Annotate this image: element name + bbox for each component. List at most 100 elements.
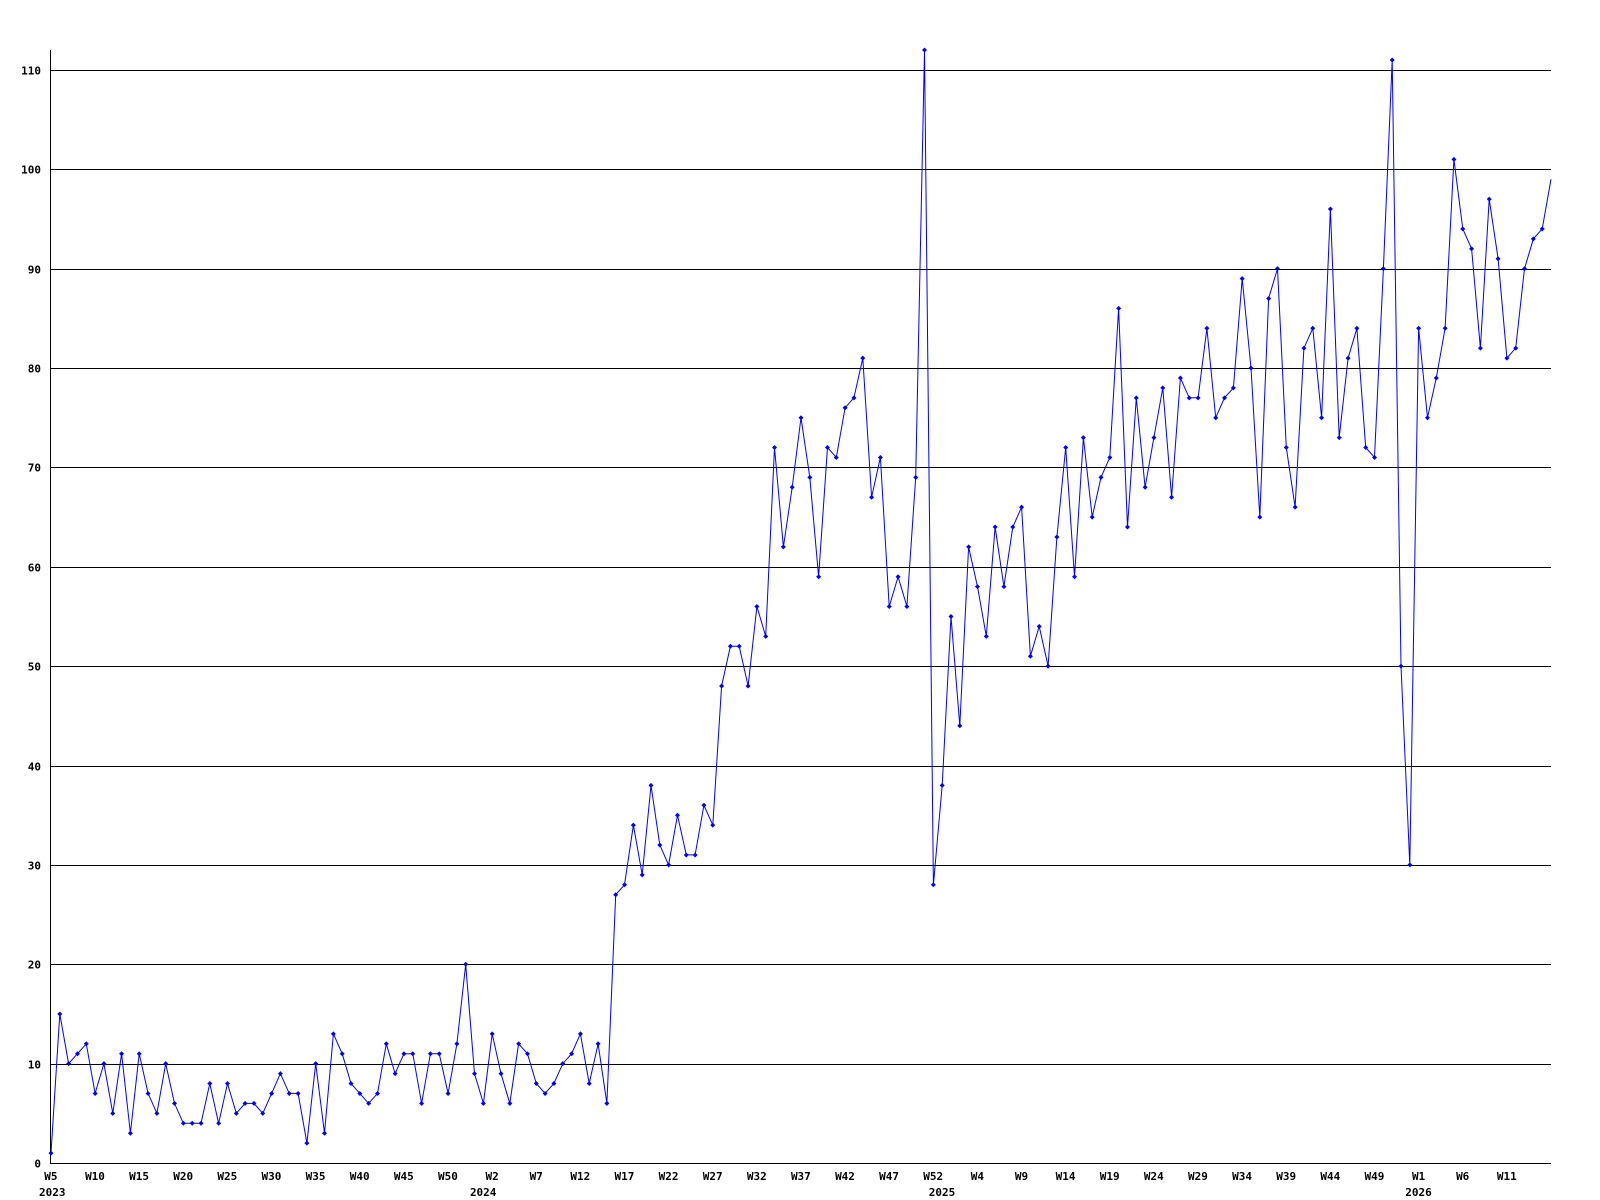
data-point-marker — [498, 1071, 504, 1077]
data-point-marker — [992, 524, 998, 530]
data-point-marker — [648, 782, 654, 788]
data-point-marker — [1177, 375, 1183, 381]
data-point-marker — [948, 613, 954, 619]
data-point-marker — [1530, 236, 1536, 242]
data-point-marker — [842, 405, 848, 411]
data-point-marker — [569, 1051, 575, 1057]
data-point-marker — [154, 1110, 160, 1116]
data-point-marker — [1169, 494, 1175, 500]
x-tick-label: W34 — [1232, 1170, 1252, 1183]
data-point-marker — [313, 1061, 319, 1067]
x-tick-label: W47 — [879, 1170, 899, 1183]
data-point-marker — [789, 484, 795, 490]
data-point-marker — [119, 1051, 125, 1057]
data-point-marker — [1230, 385, 1236, 391]
data-point-marker — [1301, 345, 1307, 351]
data-point-marker — [1186, 395, 1192, 401]
data-point-marker — [286, 1090, 292, 1096]
data-point-marker — [1124, 524, 1130, 530]
y-tick-label: 0 — [34, 1158, 41, 1171]
data-point-marker — [604, 1100, 610, 1106]
y-tick-label: 80 — [28, 363, 41, 376]
data-point-marker — [1019, 504, 1025, 510]
data-point-marker — [824, 445, 830, 450]
x-year-label: 2023 — [39, 1186, 66, 1199]
x-axis-ticks: W5 W10 W15 W20 W25 W30 W35 W40 W45 W50 W2 W7 W12 W17 W… — [44, 1170, 1517, 1183]
x-axis-year-labels: 2023 2024 2025 2026 — [39, 1186, 1432, 1199]
x-tick-label: W7 — [530, 1170, 543, 1183]
data-point-marker — [454, 1041, 460, 1047]
data-point-marker — [1213, 415, 1219, 421]
x-tick-label: W1 — [1412, 1170, 1426, 1183]
data-point-marker — [189, 1120, 195, 1126]
y-tick-label: 20 — [28, 959, 41, 972]
data-point-marker — [763, 633, 769, 639]
x-tick-label: W32 — [747, 1170, 767, 1183]
data-point-marker — [374, 1090, 380, 1096]
data-point-marker — [1107, 454, 1113, 460]
data-point-marker — [101, 1061, 107, 1067]
data-point-marker — [807, 474, 813, 480]
data-point-marker — [1072, 574, 1078, 580]
y-tick-label: 50 — [28, 661, 41, 674]
data-point-marker — [560, 1061, 566, 1067]
x-tick-label: W50 — [438, 1170, 458, 1183]
x-tick-label: W22 — [659, 1170, 679, 1183]
y-tick-label: 40 — [28, 761, 41, 774]
x-year-label: 2024 — [470, 1186, 497, 1199]
data-point-marker — [1266, 295, 1272, 301]
data-point-marker — [895, 574, 901, 580]
gridlines — [50, 70, 1551, 1065]
data-point-marker — [886, 604, 892, 609]
x-year-label: 2025 — [929, 1186, 956, 1199]
data-point-marker — [383, 1041, 389, 1047]
data-point-marker — [974, 584, 980, 590]
data-point-marker — [542, 1090, 548, 1096]
data-point-marker — [489, 1031, 495, 1037]
data-point-marker — [136, 1051, 142, 1057]
data-point-marker — [736, 643, 742, 649]
data-point-marker — [1080, 435, 1086, 441]
data-point-marker — [163, 1061, 169, 1067]
data-point-marker — [1504, 355, 1510, 361]
data-point-marker — [357, 1090, 363, 1096]
data-point-marker — [1460, 226, 1466, 232]
data-point-marker — [816, 574, 822, 580]
data-point-marker — [1045, 663, 1051, 669]
x-year-label: 2026 — [1405, 1186, 1432, 1199]
x-tick-label: W42 — [835, 1170, 855, 1183]
data-point-marker — [224, 1081, 230, 1086]
x-tick-label: W5 — [44, 1170, 57, 1183]
data-point-marker — [463, 961, 469, 967]
data-point-marker — [401, 1051, 407, 1057]
data-point-marker — [1098, 474, 1104, 480]
data-point-marker — [436, 1051, 442, 1057]
data-point-marker — [1372, 454, 1378, 460]
y-tick-label: 90 — [28, 264, 41, 277]
x-tick-label: W44 — [1320, 1170, 1340, 1183]
data-point-marker — [57, 1011, 63, 1017]
data-point-marker — [877, 454, 883, 460]
data-point-marker — [1477, 345, 1483, 351]
data-point-marker — [322, 1130, 328, 1136]
x-tick-label: W49 — [1364, 1170, 1384, 1183]
data-point-marker — [207, 1081, 213, 1086]
data-point-marker — [145, 1090, 151, 1096]
data-point-marker — [1010, 524, 1016, 530]
data-point-marker — [983, 633, 989, 639]
data-point-marker — [577, 1031, 583, 1037]
data-point-marker — [1274, 266, 1280, 272]
data-point-marker — [269, 1090, 275, 1096]
data-point-marker — [1363, 445, 1369, 450]
data-point-marker — [1116, 305, 1122, 311]
data-point-marker — [198, 1120, 204, 1126]
data-point-marker — [1522, 266, 1528, 272]
data-point-marker — [904, 604, 910, 609]
data-point-marker — [1089, 514, 1095, 520]
data-point-marker — [1239, 276, 1245, 282]
data-point-marker — [110, 1110, 116, 1116]
data-point-marker — [66, 1061, 72, 1067]
y-tick-label: 110 — [21, 65, 41, 78]
x-tick-label: W37 — [791, 1170, 811, 1183]
